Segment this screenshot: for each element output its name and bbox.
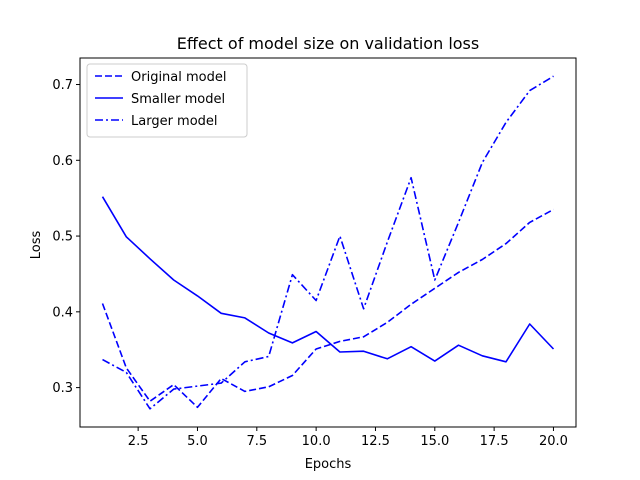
legend-label: Smaller model <box>131 92 225 107</box>
y-axis-ticks: 0.3 0.4 0.5 0.6 0.7 <box>52 78 80 396</box>
y-tick-label: 0.6 <box>52 154 73 169</box>
series-line-0 <box>101 208 554 409</box>
x-tick-label: 12.5 <box>361 434 390 449</box>
x-tick-label: 2.5 <box>128 434 149 449</box>
series-layer <box>101 75 555 410</box>
x-tick-label: 5.0 <box>187 434 208 449</box>
legend-box <box>86 63 248 138</box>
y-tick-label: 0.4 <box>52 305 73 320</box>
series-line-2 <box>102 75 554 410</box>
x-axis-ticks: 2.5 5.0 7.5 10.0 12.5 15.0 17.5 20.0 <box>128 427 568 449</box>
x-tick-label: 10.0 <box>302 434 331 449</box>
x-tick-label: 20.0 <box>539 434 568 449</box>
plot-area <box>79 57 577 428</box>
x-axis-title: Epochs <box>305 457 352 472</box>
x-tick-label: 7.5 <box>246 434 267 449</box>
legend-label: Larger model <box>131 114 218 129</box>
y-axis-title: Loss <box>29 231 44 260</box>
chart-title: Effect of model size on validation loss <box>177 34 479 53</box>
legend-label: Original model <box>131 70 226 85</box>
y-tick-label: 0.7 <box>52 78 73 93</box>
legend: Original model Smaller model Larger model <box>86 63 248 138</box>
series-line-1 <box>101 196 555 363</box>
y-tick-label: 0.5 <box>52 230 73 245</box>
x-tick-label: 17.5 <box>480 434 509 449</box>
y-tick-label: 0.3 <box>52 381 73 396</box>
x-tick-label: 15.0 <box>420 434 449 449</box>
